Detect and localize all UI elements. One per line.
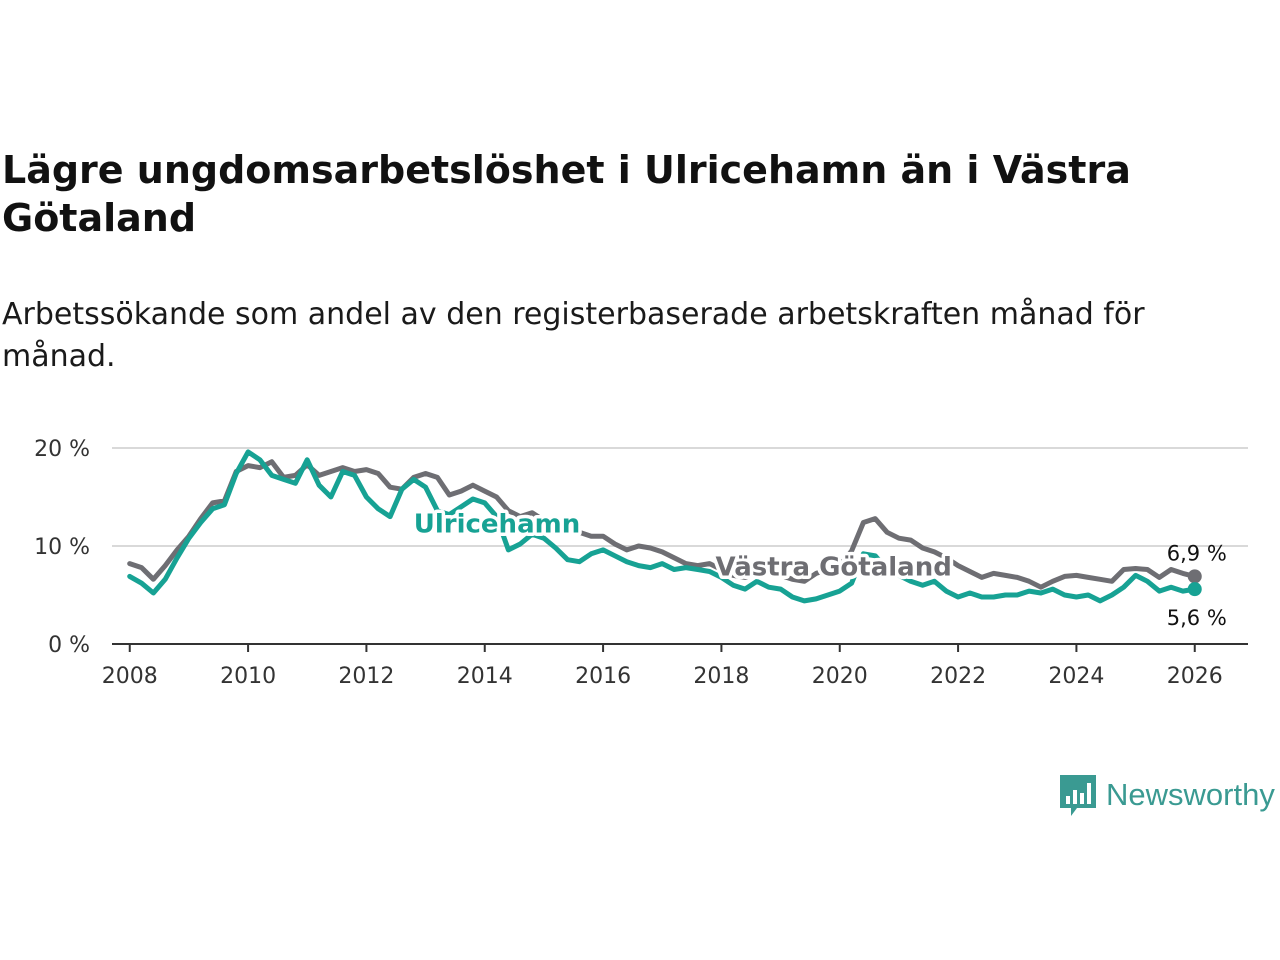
newsworthy-logo: Newsworthy	[1058, 772, 1275, 818]
series-end-point	[1187, 582, 1202, 597]
x-axis: 2008 2010 2012 2014 2016 2018 2020 2022 2024 2026	[102, 643, 1248, 689]
series-line-ulricehamn	[127, 449, 1198, 604]
series-labels: 6,9 % 5,6 % Ulricehamn Västra Götaland	[410, 506, 1227, 630]
chart-title: Lägre ungdomsarbetslöshet i Ulricehamn ä…	[2, 148, 1131, 240]
x-tick-label: 2018	[693, 664, 749, 689]
y-tick-label: 20 %	[34, 437, 90, 462]
y-tick-label: 0 %	[48, 633, 90, 658]
newsworthy-logo-icon	[1060, 775, 1096, 816]
chart-subtitle: Arbetssökande som andel av den registerb…	[2, 297, 1145, 374]
x-tick-label: 2022	[930, 664, 986, 689]
end-value-label: 5,6 %	[1167, 606, 1227, 630]
x-tick-label: 2026	[1167, 664, 1223, 689]
series-name-label: Västra Götaland	[716, 552, 952, 582]
series-lines	[127, 449, 1202, 604]
x-tick-label: 2010	[220, 664, 276, 689]
x-tick-label: 2024	[1048, 664, 1104, 689]
x-tick-label: 2008	[102, 664, 158, 689]
y-axis: 0 % 10 % 20 %	[34, 437, 90, 658]
x-tick-label: 2016	[575, 664, 631, 689]
brand-name: Newsworthy	[1106, 777, 1275, 812]
series-end-point	[1187, 569, 1202, 584]
x-tick-label: 2012	[338, 664, 394, 689]
line-chart: 0 % 10 % 20 % 2008 2010 2012 2014 2016 2018 2020…	[34, 437, 1248, 689]
x-tick-label: 2014	[457, 664, 513, 689]
series-name-label: Ulricehamn	[414, 509, 580, 539]
x-tick-label: 2020	[812, 664, 868, 689]
y-tick-label: 10 %	[34, 535, 90, 560]
end-value-label: 6,9 %	[1167, 541, 1227, 565]
gridlines	[112, 447, 1248, 547]
